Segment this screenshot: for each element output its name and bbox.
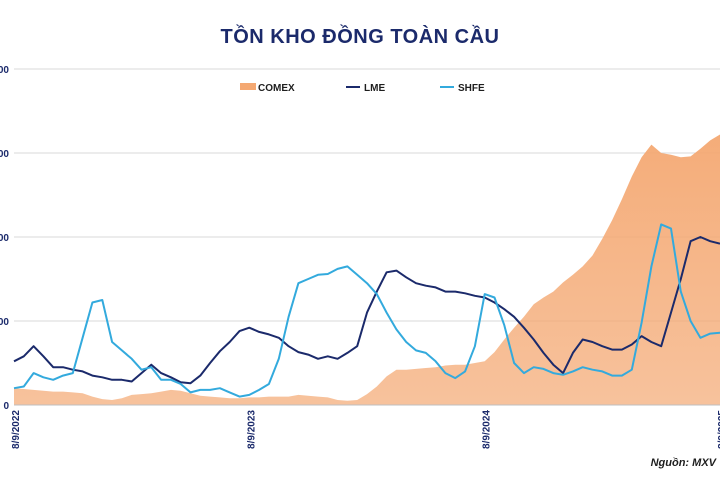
legend: COMEX LME SHFE: [240, 83, 485, 94]
legend-swatch-comex: [240, 83, 256, 90]
series-comex-area: [14, 134, 720, 405]
series-lme-line: [13, 236, 720, 385]
x-tick-label: 8/9/2022: [11, 410, 22, 449]
line-series: [13, 223, 720, 398]
x-tick-label: 8/9/2024: [482, 410, 493, 449]
y-tick-label: 00: [0, 149, 9, 160]
series-shfe-line: [13, 223, 720, 398]
legend-label-comex: COMEX: [258, 83, 295, 94]
legend-label-lme: LME: [364, 83, 385, 94]
area-series: [14, 134, 720, 405]
x-tick-label: 8/9/2023: [246, 410, 257, 449]
y-tick-label: 00: [0, 65, 9, 76]
y-tick-label: 00: [0, 233, 9, 244]
y-tick-label: 00: [0, 317, 9, 328]
chart-title: TỒN KHO ĐỒNG TOÀN CẦU: [220, 26, 500, 48]
legend-label-shfe: SHFE: [458, 83, 485, 94]
x-tick-label: 8/9/2025: [717, 410, 720, 449]
source-note: Nguồn: MXV: [650, 457, 716, 469]
y-tick-label: 0: [3, 401, 9, 412]
